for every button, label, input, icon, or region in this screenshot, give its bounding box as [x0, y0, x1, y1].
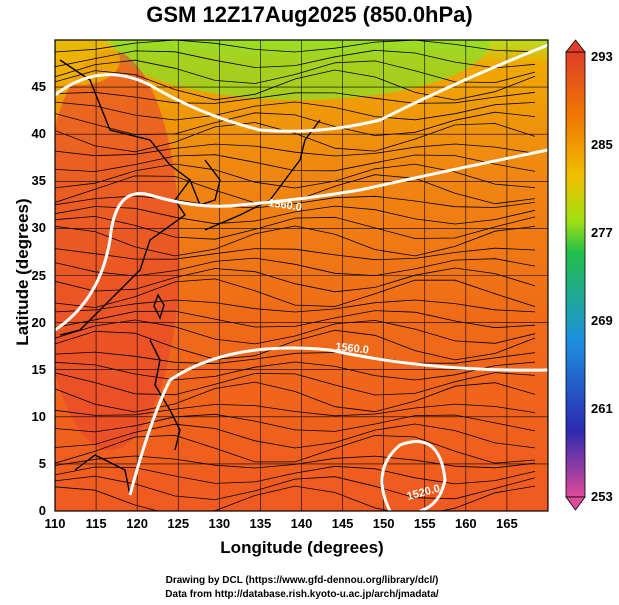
colorbar-bottom-arrow — [565, 496, 586, 511]
colorbar-tick-label: 293 — [591, 49, 613, 64]
streamline — [55, 465, 536, 485]
streamline — [55, 372, 536, 396]
x-tick-label: 120 — [126, 516, 148, 531]
streamline — [55, 49, 536, 69]
credit-data-source: Data from http://database.rish.kyoto-u.a… — [165, 589, 439, 600]
streamline — [55, 267, 536, 293]
x-tick-label: 160 — [454, 516, 477, 531]
streamline — [55, 319, 536, 345]
grid-lines — [55, 40, 548, 511]
streamline — [55, 91, 536, 104]
contour-line-south — [128, 346, 548, 496]
x-tick-label: 115 — [85, 516, 107, 531]
coastline-japan — [204, 119, 321, 231]
y-tick-label: 0 — [38, 503, 46, 518]
x-tick-label: 145 — [331, 516, 354, 531]
streamline — [55, 403, 536, 417]
streamline — [55, 247, 536, 261]
contour-label-2: 1560.0 — [335, 341, 370, 356]
streamline — [55, 205, 536, 225]
streamline — [55, 122, 536, 153]
contour-line-low — [380, 440, 447, 511]
y-tick-label: 35 — [31, 173, 46, 189]
cool-region-northwest — [55, 40, 120, 85]
colorbar-tick-label: 285 — [591, 137, 613, 152]
streamline — [55, 195, 536, 209]
streamline — [55, 485, 536, 511]
credit-drawing: Drawing by DCL (https://www.gfd-dennou.o… — [165, 575, 439, 586]
coastline-borneo — [74, 454, 131, 496]
y-tick-label: 45 — [31, 79, 46, 95]
streamline — [55, 111, 536, 137]
x-tick-label: 110 — [44, 516, 66, 531]
x-axis-label: Longitude (degrees) — [220, 538, 384, 557]
colorbar-top-arrow — [565, 39, 586, 53]
colorbar-tick-label: 261 — [591, 401, 613, 416]
contour-line-north — [55, 43, 548, 133]
x-tick-label: 155 — [413, 516, 436, 531]
plot-frame — [54, 39, 549, 512]
y-tick-label: 30 — [31, 220, 46, 236]
streamline — [55, 154, 536, 173]
coastline-taiwan — [153, 293, 165, 320]
colorbar-tick-label: 253 — [591, 489, 613, 504]
streamline — [55, 69, 536, 101]
streamline — [55, 423, 536, 449]
streamline — [55, 59, 536, 84]
coastline-korea — [189, 159, 221, 206]
streamline — [55, 40, 536, 53]
contour-label-1: 1560.0 — [268, 197, 303, 214]
colorbar-gradient — [565, 51, 586, 498]
x-tick-label: 130 — [208, 516, 231, 531]
streamline — [55, 278, 536, 309]
streamline — [55, 413, 536, 433]
x-tick-label: 140 — [290, 516, 313, 531]
y-tick-label: 25 — [31, 267, 46, 283]
streamline — [55, 351, 536, 365]
streamline — [55, 381, 536, 413]
x-tick-label: 165 — [496, 516, 518, 531]
y-tick-label: 10 — [31, 408, 46, 424]
streamline — [55, 310, 536, 329]
warm-region-west — [55, 50, 180, 450]
chart-title: GSM 12Z17Aug2025 (850.0hPa) — [146, 2, 473, 27]
streamline — [55, 225, 536, 257]
y-tick-label: 40 — [31, 126, 46, 142]
streamlines — [55, 40, 536, 511]
colorbar-tick-label: 277 — [591, 225, 613, 240]
y-tick-label: 5 — [38, 455, 46, 471]
y-tick-label: 20 — [31, 314, 46, 330]
x-tick-label: 135 — [249, 516, 272, 531]
x-tick-label: 125 — [167, 516, 190, 531]
streamline — [55, 361, 536, 381]
streamline — [55, 215, 536, 240]
contour-line-mid — [55, 148, 548, 332]
streamline — [55, 434, 536, 464]
colorbar — [565, 39, 586, 511]
x-tick-label: 150 — [372, 516, 395, 531]
y-tick-label: 15 — [31, 361, 46, 377]
colorbar-tick-label: 269 — [591, 313, 613, 328]
streamline — [55, 143, 536, 157]
streamline — [55, 475, 536, 501]
